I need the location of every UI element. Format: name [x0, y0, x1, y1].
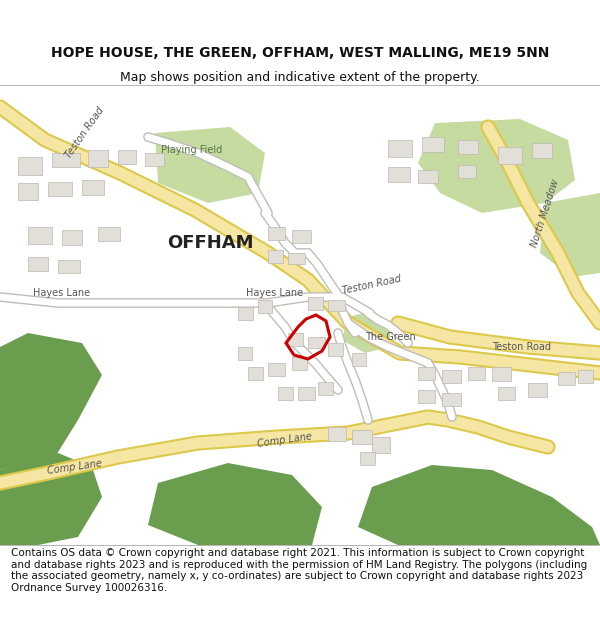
- Bar: [48, 182, 72, 196]
- Bar: [98, 227, 120, 241]
- Text: HOPE HOUSE, THE GREEN, OFFHAM, WEST MALLING, ME19 5NN: HOPE HOUSE, THE GREEN, OFFHAM, WEST MALL…: [51, 46, 549, 60]
- Text: Hayes Lane: Hayes Lane: [34, 288, 91, 298]
- Bar: [308, 337, 325, 348]
- Bar: [498, 147, 522, 164]
- Bar: [458, 140, 478, 154]
- Bar: [328, 427, 346, 441]
- Bar: [278, 387, 293, 400]
- Bar: [442, 393, 461, 406]
- Bar: [388, 140, 412, 157]
- Bar: [28, 227, 52, 244]
- Bar: [82, 180, 104, 195]
- Bar: [468, 367, 485, 380]
- Bar: [18, 183, 38, 200]
- Bar: [528, 383, 547, 397]
- Bar: [578, 370, 593, 383]
- Bar: [532, 143, 552, 158]
- Bar: [268, 250, 283, 263]
- Bar: [238, 347, 252, 360]
- Text: Playing Field: Playing Field: [161, 145, 223, 155]
- Polygon shape: [418, 119, 575, 213]
- Bar: [118, 150, 136, 164]
- Text: OFFHAM: OFFHAM: [167, 234, 253, 252]
- Bar: [360, 452, 375, 465]
- Bar: [28, 257, 48, 271]
- Bar: [88, 150, 108, 167]
- Text: Comp Lane: Comp Lane: [257, 431, 313, 449]
- Bar: [442, 370, 461, 383]
- Bar: [498, 387, 515, 400]
- Text: Teston Road: Teston Road: [493, 342, 551, 352]
- Bar: [268, 227, 285, 240]
- Bar: [352, 353, 366, 366]
- Text: Comp Lane: Comp Lane: [47, 458, 103, 476]
- Polygon shape: [148, 463, 322, 545]
- Bar: [248, 367, 263, 380]
- Polygon shape: [155, 127, 265, 203]
- Polygon shape: [342, 311, 392, 353]
- Bar: [18, 157, 42, 175]
- Bar: [298, 387, 315, 400]
- Bar: [352, 430, 372, 444]
- Bar: [268, 363, 285, 376]
- Bar: [62, 230, 82, 245]
- Bar: [288, 333, 303, 346]
- Bar: [58, 260, 80, 273]
- Bar: [418, 390, 435, 403]
- Text: The Green: The Green: [365, 332, 415, 342]
- Text: Map shows position and indicative extent of the property.: Map shows position and indicative extent…: [120, 71, 480, 84]
- Polygon shape: [0, 333, 102, 470]
- Bar: [328, 343, 343, 356]
- Text: Hayes Lane: Hayes Lane: [247, 288, 304, 298]
- Bar: [292, 230, 311, 243]
- Bar: [458, 165, 476, 178]
- Bar: [288, 253, 305, 264]
- Bar: [258, 300, 272, 313]
- Bar: [558, 372, 575, 385]
- Bar: [422, 137, 444, 152]
- Bar: [145, 153, 164, 166]
- Bar: [238, 307, 253, 320]
- Bar: [372, 437, 390, 453]
- Bar: [292, 357, 307, 370]
- Bar: [318, 382, 333, 395]
- Bar: [308, 297, 323, 310]
- Bar: [418, 367, 435, 380]
- Text: North Meadow: North Meadow: [529, 177, 561, 248]
- Polygon shape: [358, 465, 600, 545]
- Bar: [418, 170, 438, 183]
- Polygon shape: [0, 453, 102, 545]
- Text: Contains OS data © Crown copyright and database right 2021. This information is : Contains OS data © Crown copyright and d…: [11, 548, 587, 593]
- Text: Teston Road: Teston Road: [64, 106, 106, 161]
- Polygon shape: [540, 193, 600, 277]
- Text: Teston Road: Teston Road: [341, 274, 403, 296]
- Bar: [328, 300, 345, 311]
- Bar: [388, 167, 410, 182]
- Bar: [492, 367, 511, 381]
- Bar: [52, 153, 80, 167]
